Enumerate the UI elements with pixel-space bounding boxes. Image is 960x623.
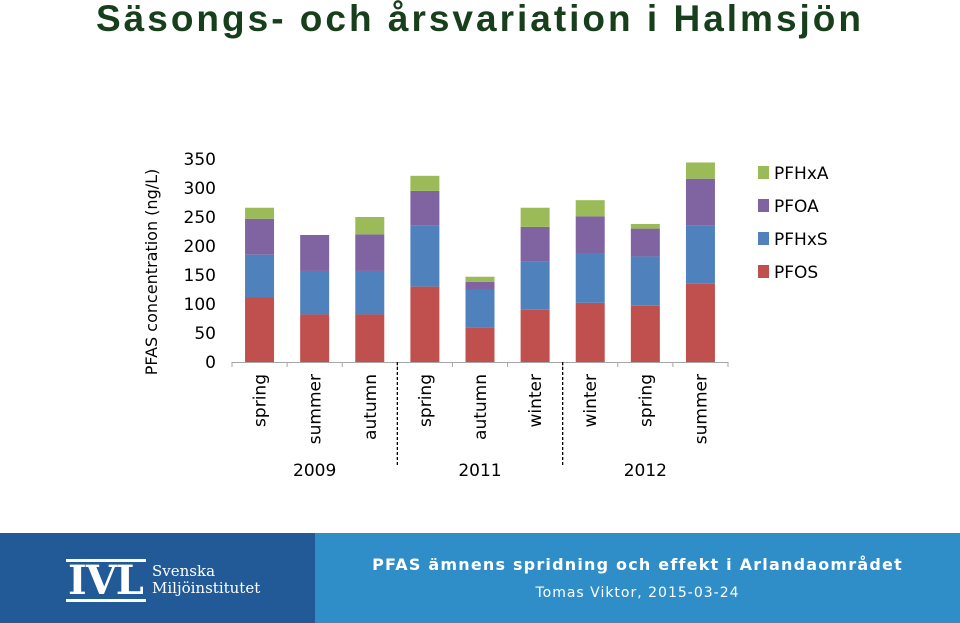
x-tick-label: spring <box>251 374 271 427</box>
y-tick-label: 50 <box>194 324 216 344</box>
group-label: 2011 <box>458 461 501 481</box>
bar-segment-pfhxa <box>410 175 440 191</box>
bar-segment-pfoa <box>245 218 275 255</box>
legend-swatch-pfos <box>758 265 769 278</box>
x-tick-label: spring <box>416 374 436 427</box>
bar-segment-pfhxa <box>575 200 605 217</box>
bar-segment-pfoa <box>575 216 605 254</box>
bar-segment-pfhxa <box>685 162 715 179</box>
legend-label: PFOS <box>774 263 818 283</box>
y-tick-label: 200 <box>184 237 216 257</box>
logo-text-line1: Svenska <box>152 562 216 580</box>
bar-segment-pfos <box>520 309 550 362</box>
bars <box>245 162 715 362</box>
logo-text-line2: Miljöinstitutet <box>152 579 261 597</box>
footer-info-panel: PFAS ämnens spridning och effekt i Arlan… <box>315 533 960 623</box>
bar-segment-pfoa <box>685 178 715 226</box>
y-axis: PFAS concentration (ng/L) 0 50 100 150 200 250… <box>142 150 216 375</box>
legend-label: PFHxA <box>774 164 829 184</box>
bar-segment-pfhxa <box>630 223 660 229</box>
bar-segment-pfhxa <box>465 276 495 282</box>
bar-segment-pfos <box>245 297 275 362</box>
bar-segment-pfhxs <box>685 225 715 284</box>
bar-segment-pfoa <box>410 190 440 226</box>
x-tick-label: summer <box>691 374 711 444</box>
x-tick-label: summer <box>306 374 326 444</box>
bar-segment-pfos <box>630 305 660 362</box>
legend-swatch-pfhxa <box>758 166 769 179</box>
slide-title: Säsongs- och årsvariation i Halmsjön <box>95 0 865 39</box>
bar-segment-pfhxa <box>245 207 275 219</box>
x-tick-label: autumn <box>361 374 381 440</box>
group-label: 2012 <box>624 461 667 481</box>
stacked-bar-chart: PFAS concentration (ng/L) 0 50 100 150 200 250… <box>142 150 829 481</box>
footer-title: PFAS ämnens spridning och effekt i Arlan… <box>372 555 903 574</box>
x-tick-label: winter <box>581 374 601 428</box>
bar-segment-pfos <box>355 314 385 362</box>
bar-segment-pfhxs <box>355 270 385 315</box>
bar-segment-pfoa <box>300 234 330 271</box>
bar-segment-pfos <box>300 314 330 362</box>
group-label: 2009 <box>293 461 336 481</box>
bar-segment-pfhxa <box>355 217 385 235</box>
bar-segment-pfhxs <box>520 261 550 310</box>
bar-segment-pfoa <box>520 226 550 262</box>
bar-segment-pfhxa <box>520 207 550 227</box>
logo-rule-bottom <box>66 599 146 602</box>
bar-segment-pfhxs <box>245 254 275 298</box>
bar-segment-pfoa <box>630 228 660 257</box>
bar-segment-pfhxs <box>575 253 605 303</box>
bar-segment-pfos <box>685 283 715 362</box>
bar-segment-pfos <box>465 327 495 362</box>
footer: IVL Svenska Miljöinstitutet PFAS ämnens … <box>0 533 960 623</box>
bar-segment-pfos <box>575 302 605 362</box>
bar-segment-pfhxs <box>410 225 440 287</box>
logo-rule-top <box>66 559 146 562</box>
bar-segment-pfhxs <box>300 270 330 315</box>
y-tick-label: 0 <box>205 353 216 373</box>
x-axis: spring summer autumn spring autumn winter wint… <box>231 362 729 481</box>
bar-segment-pfos <box>410 286 440 362</box>
y-tick-label: 300 <box>184 179 216 199</box>
legend-label: PFOA <box>774 197 819 217</box>
x-tick-label: winter <box>526 374 546 428</box>
legend-label: PFHxS <box>774 230 828 250</box>
y-tick-label: 150 <box>184 266 216 286</box>
x-tick-label: spring <box>636 374 656 427</box>
bar-segment-pfhxs <box>630 256 660 306</box>
y-tick-label: 100 <box>184 295 216 315</box>
bar-segment-pfoa <box>355 234 385 271</box>
legend-swatch-pfoa <box>758 199 769 212</box>
footer-logo-panel: IVL Svenska Miljöinstitutet <box>0 533 315 623</box>
y-tick-label: 250 <box>184 208 216 228</box>
y-axis-label: PFAS concentration (ng/L) <box>142 169 161 376</box>
bar-segment-pfhxs <box>465 289 495 328</box>
footer-subtitle: Tomas Viktor, 2015-03-24 <box>535 585 740 601</box>
legend: PFHxA PFOA PFHxS PFOS <box>758 164 829 283</box>
bar-segment-pfoa <box>465 281 495 290</box>
ivl-logo: IVL <box>68 557 144 604</box>
y-tick-label: 350 <box>184 150 216 170</box>
x-tick-label: autumn <box>471 374 491 440</box>
legend-swatch-pfhxs <box>758 232 769 245</box>
